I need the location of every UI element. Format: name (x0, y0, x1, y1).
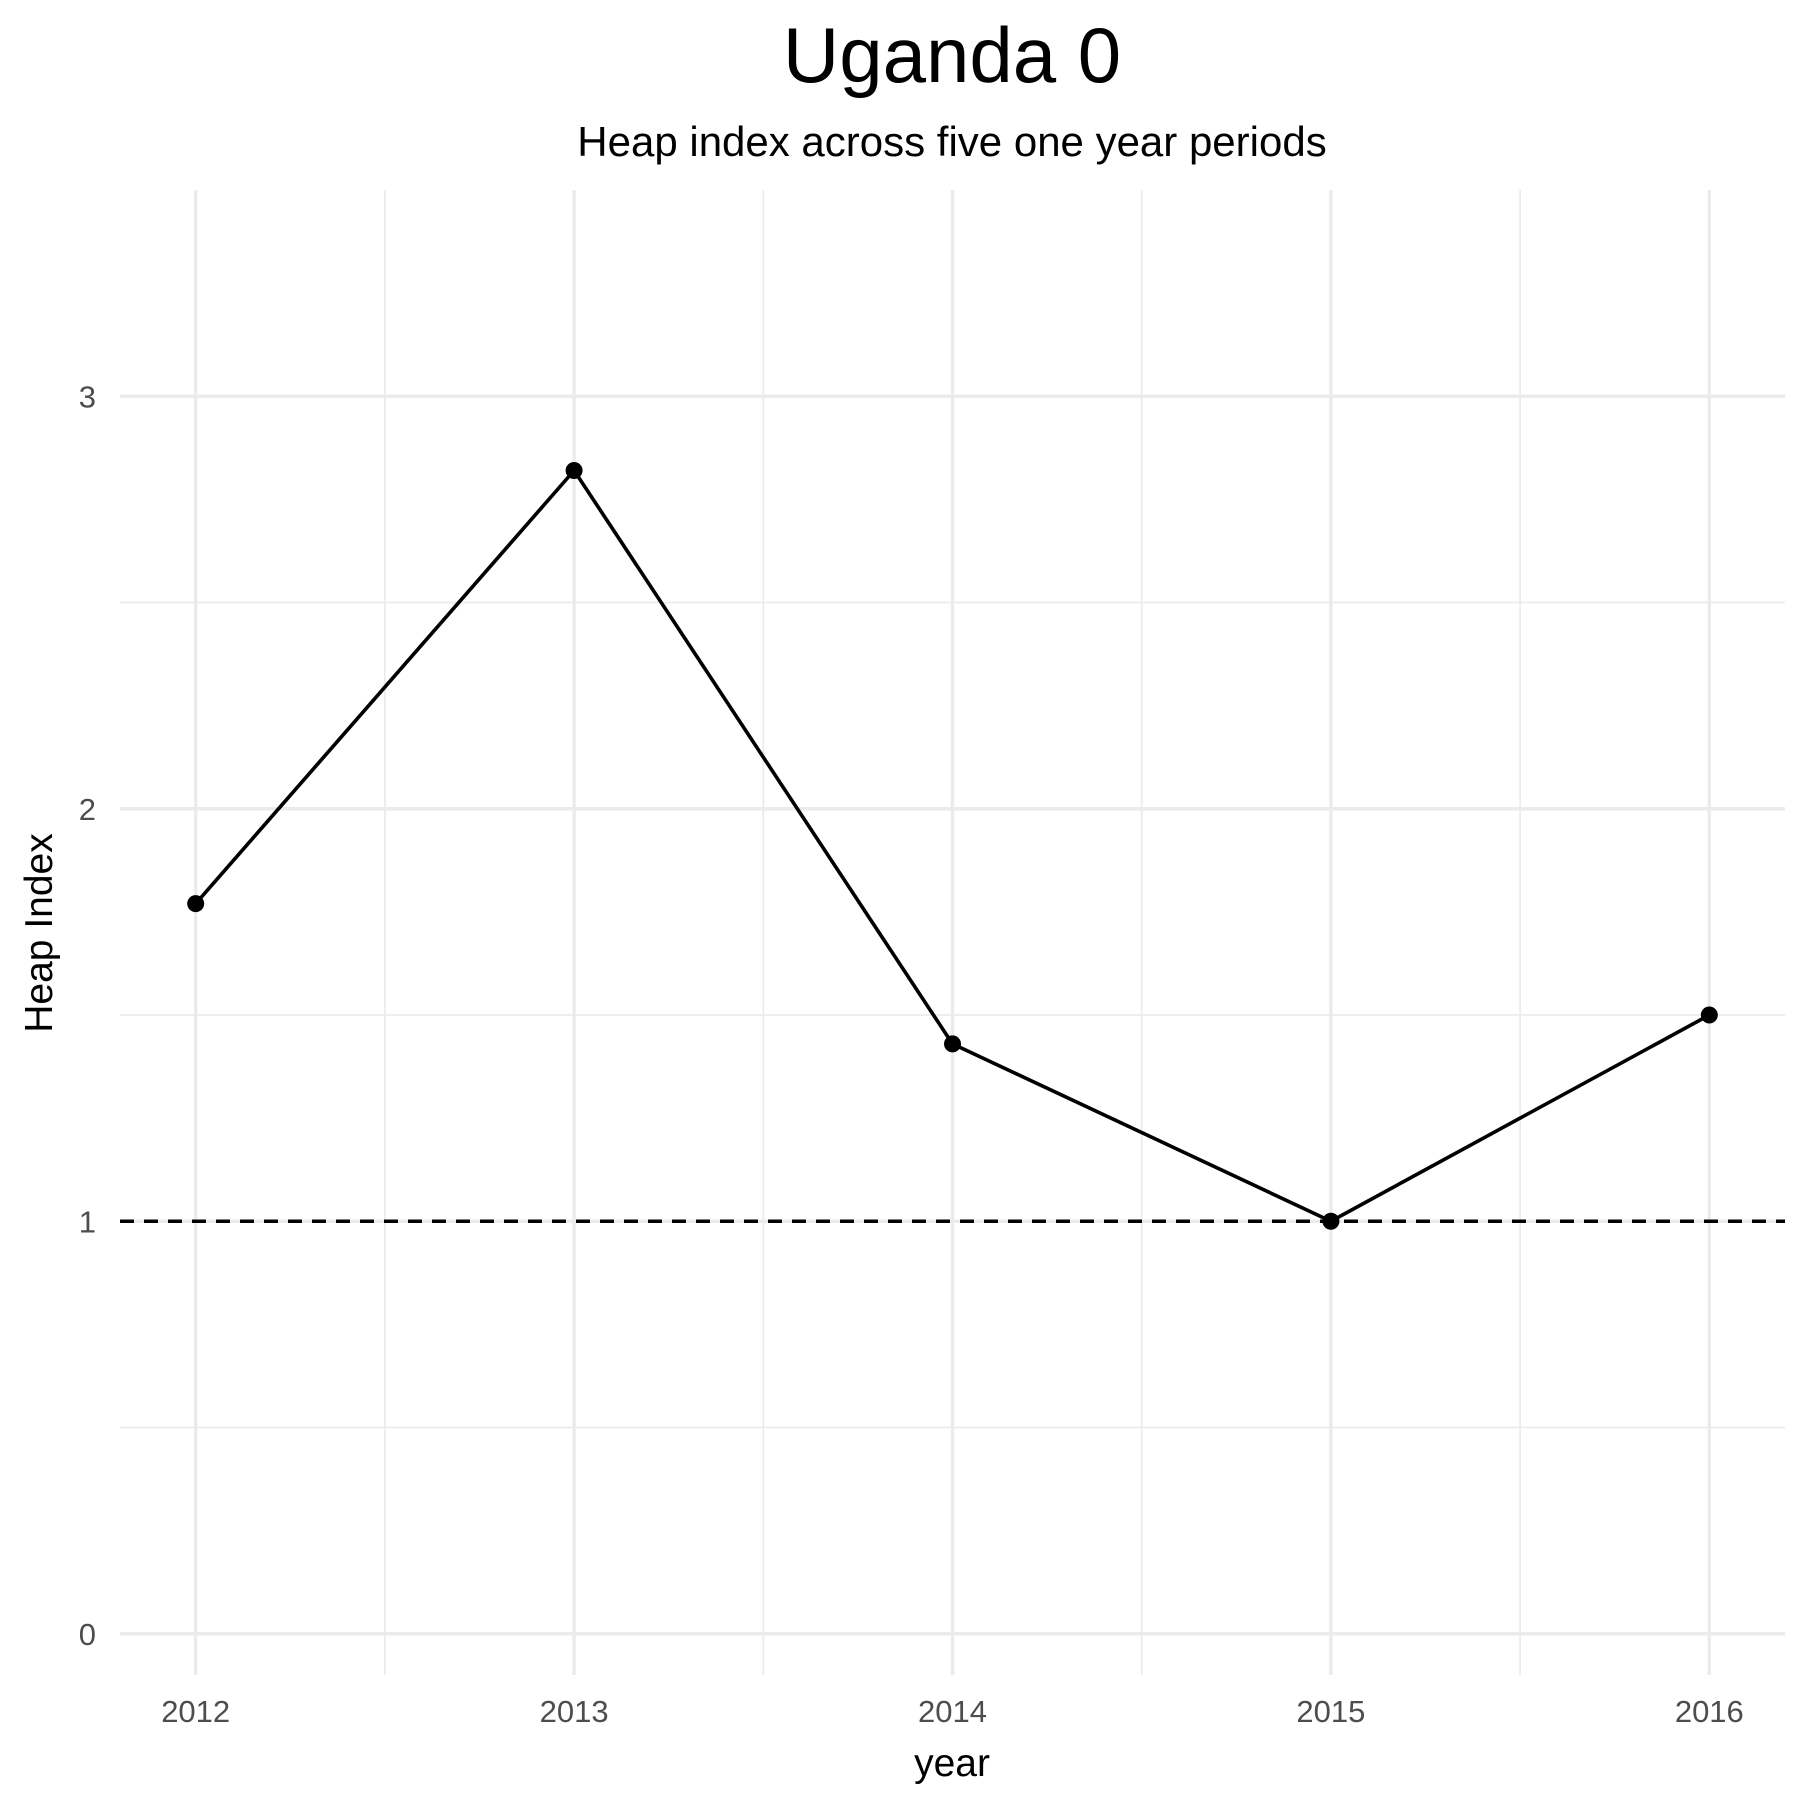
data-point (944, 1035, 961, 1053)
x-axis-title: year (914, 1742, 990, 1785)
x-tick-label: 2013 (540, 1694, 609, 1729)
data-point (1700, 1006, 1718, 1024)
x-tick-label: 2014 (918, 1694, 987, 1729)
chart-title: Uganda 0 (783, 11, 1121, 99)
y-tick-label: 3 (79, 379, 96, 414)
chart-subtitle: Heap index across five one year periods (577, 118, 1326, 165)
y-tick-label: 2 (79, 792, 96, 827)
data-point (187, 895, 205, 913)
grid (120, 190, 1785, 1675)
x-tick-label: 2016 (1675, 1694, 1744, 1729)
y-tick-label: 0 (79, 1617, 96, 1652)
data-point (565, 462, 583, 479)
series-group (187, 462, 1718, 1230)
data-point (1322, 1212, 1340, 1230)
y-tick-label: 1 (79, 1204, 96, 1239)
y-axis-title: Heap Index (18, 833, 61, 1033)
x-tick-label: 2015 (1296, 1694, 1365, 1729)
tick-labels: 2012 2013 2014 2015 2016 0 1 2 3 (79, 379, 1744, 1729)
x-tick-label: 2012 (161, 1694, 230, 1729)
